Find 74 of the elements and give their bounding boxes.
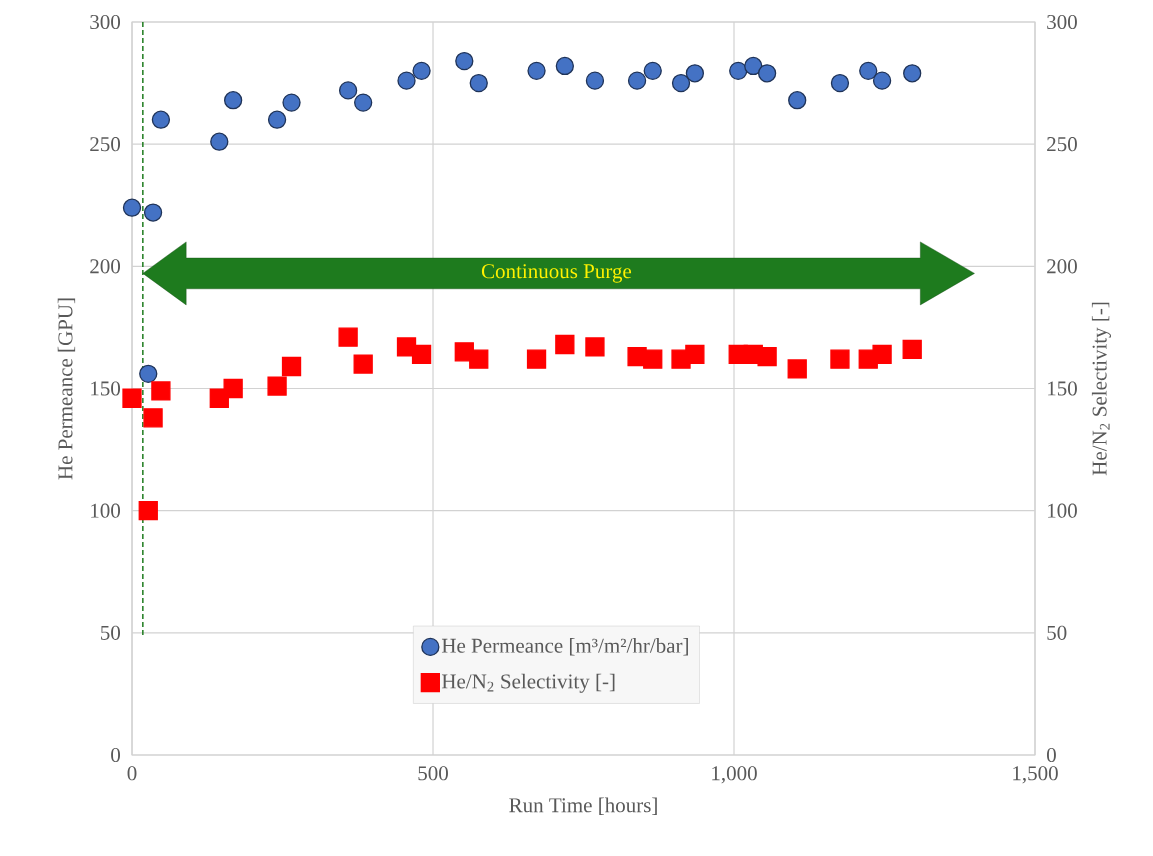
point	[729, 61, 748, 81]
point	[787, 359, 807, 379]
point	[859, 61, 878, 81]
point	[281, 356, 302, 377]
point	[267, 376, 287, 396]
x-tick-label: 0	[127, 766, 137, 781]
point	[138, 501, 158, 521]
point	[353, 354, 373, 374]
point	[338, 81, 358, 100]
y2-tick-label: 250	[1047, 137, 1077, 152]
point	[397, 71, 416, 90]
point	[872, 344, 892, 364]
point	[151, 110, 171, 129]
x-tick-label: 500	[418, 766, 448, 781]
x-tick-label: 1,000	[712, 766, 757, 784]
point	[354, 93, 373, 112]
y2-tick-label: 150	[1048, 381, 1077, 396]
y2-tick-label: 200	[1047, 259, 1077, 274]
y-tick-label: 150	[91, 381, 121, 396]
point	[469, 349, 489, 369]
point	[902, 339, 922, 360]
point	[903, 64, 922, 83]
point	[643, 61, 662, 81]
x-axis-title: Run Time [hours]	[509, 797, 657, 815]
point	[555, 56, 574, 76]
point	[685, 344, 705, 364]
point	[830, 73, 850, 93]
point	[411, 344, 432, 364]
point	[555, 334, 575, 355]
point	[412, 61, 431, 81]
y2-tick-label: 0	[1047, 747, 1056, 763]
point	[685, 64, 705, 83]
point	[585, 71, 605, 90]
y2-tick-label: 50	[1047, 625, 1067, 640]
point	[627, 71, 647, 90]
point	[223, 378, 243, 399]
point	[788, 91, 807, 110]
y-tick-label: 200	[90, 259, 121, 274]
point	[338, 327, 358, 347]
point	[151, 381, 171, 401]
y2-tick-label: 300	[1047, 14, 1077, 30]
y-tick-label: 100	[91, 503, 121, 518]
point	[210, 132, 229, 151]
y-axis-title: He Permeance [GPU]	[57, 298, 76, 480]
point	[143, 408, 163, 428]
point	[744, 56, 763, 76]
y-tick-label: 300	[90, 14, 121, 30]
x-tick-label: 1,500	[1013, 766, 1058, 784]
annotation: Continuous Purge	[481, 264, 632, 283]
point	[122, 388, 142, 408]
point	[671, 73, 691, 93]
y-tick-label: 50	[101, 625, 121, 640]
point	[139, 364, 158, 383]
point	[143, 203, 163, 222]
point	[757, 347, 777, 367]
point	[282, 93, 301, 112]
point	[830, 349, 850, 369]
point	[122, 198, 142, 217]
y-tick-label: 0	[111, 747, 121, 763]
point	[526, 349, 547, 369]
point	[757, 64, 777, 83]
point	[585, 337, 605, 357]
legend-label: He Permeance [m³/m²/hr/bar]	[441, 638, 688, 656]
point	[223, 91, 243, 110]
point	[527, 61, 546, 81]
point	[267, 110, 287, 129]
y2-tick-label: 100	[1048, 503, 1077, 518]
y-tick-label: 250	[90, 137, 121, 152]
point	[643, 349, 663, 369]
point	[455, 51, 474, 71]
legend-label: He/N$_{2}$ Selectivity [-]	[441, 673, 615, 693]
point	[872, 71, 892, 90]
y2-axis-title: He/N$_{2}$ Selectivity [-]	[1091, 302, 1112, 476]
point	[469, 73, 488, 93]
